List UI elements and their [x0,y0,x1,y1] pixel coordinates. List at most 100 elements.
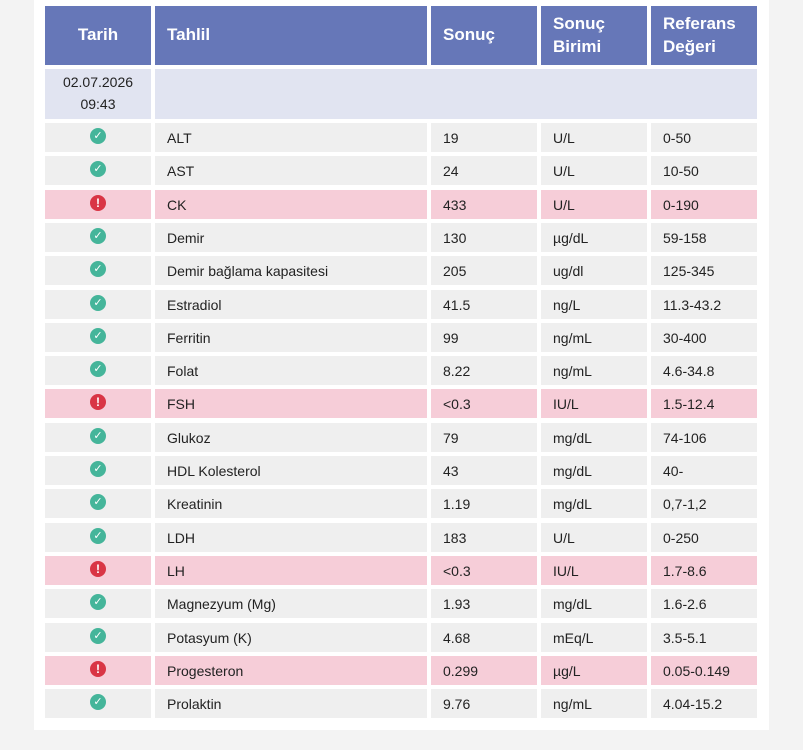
reference-cell: 10-50 [651,156,757,185]
status-cell: ✓ [45,623,151,652]
result-cell: 0.299 [431,656,537,685]
result-text: 183 [443,529,467,546]
result-cell: 24 [431,156,537,185]
test-name-text: Estradiol [167,296,222,313]
column-header-test-label: Tahlil [167,25,211,45]
result-cell: 79 [431,423,537,452]
reference-text: 1.6-2.6 [663,595,707,612]
unit-cell: ng/mL [541,356,647,385]
test-name-text: AST [167,162,195,179]
unit-text: IU/L [553,395,579,412]
unit-text: µg/dL [553,229,589,246]
reference-cell: 3.5-5.1 [651,623,757,652]
test-name-text: Folat [167,362,199,379]
status-cell: ✓ [45,123,151,152]
column-header-unit-line1: Sonuç [553,13,605,33]
status-cell: ✓ [45,290,151,319]
column-header-date: Tarih [45,6,151,65]
result-cell: 9.76 [431,689,537,718]
column-header-date-label: Tarih [77,25,119,45]
test-name-text: FSH [167,395,195,412]
unit-text: U/L [553,129,575,146]
reference-text: 0.05-0.149 [663,662,730,679]
unit-cell: mEq/L [541,623,647,652]
unit-text: mg/dL [553,462,592,479]
unit-cell: U/L [541,190,647,219]
test-name-text: Potasyum (K) [167,629,252,646]
unit-cell: IU/L [541,389,647,418]
check-circle-icon: ✓ [90,361,106,377]
check-circle-icon: ✓ [90,694,106,710]
test-name-text: HDL Kolesterol [167,462,261,479]
result-text: 1.19 [443,495,471,512]
reference-cell: 30-400 [651,323,757,352]
result-cell: 205 [431,256,537,285]
check-circle-icon: ✓ [90,594,106,610]
status-cell: ✓ [45,523,151,552]
column-header-unit: Sonuç Birimi [541,6,647,65]
result-cell: 183 [431,523,537,552]
unit-text: U/L [553,196,575,213]
reference-text: 4.6-34.8 [663,362,715,379]
reference-text: 40- [663,462,684,479]
test-name-text: CK [167,196,187,213]
unit-cell: IU/L [541,556,647,585]
result-text: 433 [443,196,467,213]
result-cell: 433 [431,190,537,219]
test-name-cell: LDH [155,523,427,552]
status-cell: ✓ [45,589,151,618]
status-cell: ✓ [45,689,151,718]
status-cell: ✓ [45,456,151,485]
reference-cell: 1.5-12.4 [651,389,757,418]
column-header-test: Tahlil [155,6,427,65]
date-group-spacer [155,69,757,119]
column-header-reference-line2: Değeri [663,36,716,56]
check-circle-icon: ✓ [90,494,106,510]
test-name-text: Demir bağlama kapasitesi [167,262,329,279]
result-text: <0.3 [443,395,471,412]
test-name-cell: Kreatinin [155,489,427,518]
test-name-cell: Demir [155,223,427,252]
result-cell: <0.3 [431,556,537,585]
result-text: 1.93 [443,595,471,612]
check-circle-icon: ✓ [90,161,106,177]
result-text: 205 [443,262,467,279]
column-header-result-label: Sonuç [443,25,495,45]
unit-cell: ng/L [541,290,647,319]
test-name-text: Ferritin [167,329,211,346]
unit-text: U/L [553,162,575,179]
unit-text: mEq/L [553,629,594,646]
test-name-cell: LH [155,556,427,585]
unit-text: ug/dl [553,262,584,279]
result-cell: 99 [431,323,537,352]
reference-cell: 0,7-1,2 [651,489,757,518]
test-name-text: Glukoz [167,429,211,446]
result-text: 4.68 [443,629,471,646]
reference-cell: 74-106 [651,423,757,452]
result-text: 8.22 [443,362,471,379]
test-name-cell: FSH [155,389,427,418]
test-name-text: Kreatinin [167,495,223,512]
reference-text: 125-345 [663,262,715,279]
test-name-cell: Progesteron [155,656,427,685]
exclamation-circle-icon: ! [90,561,106,577]
result-text: 9.76 [443,695,471,712]
test-name-cell: CK [155,190,427,219]
unit-text: mg/dL [553,595,592,612]
reference-text: 0-190 [663,196,699,213]
unit-cell: mg/dL [541,589,647,618]
unit-cell: U/L [541,156,647,185]
reference-text: 59-158 [663,229,707,246]
result-text: 43 [443,462,459,479]
unit-cell: U/L [541,123,647,152]
reference-text: 0-250 [663,529,699,546]
unit-cell: ng/mL [541,689,647,718]
result-text: 99 [443,329,459,346]
check-circle-icon: ✓ [90,261,106,277]
check-circle-icon: ✓ [90,128,106,144]
check-circle-icon: ✓ [90,295,106,311]
test-name-cell: HDL Kolesterol [155,456,427,485]
test-name-text: Prolaktin [167,695,222,712]
unit-text: ng/mL [553,695,592,712]
